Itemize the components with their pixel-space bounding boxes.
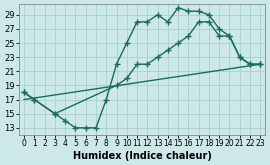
X-axis label: Humidex (Indice chaleur): Humidex (Indice chaleur) bbox=[73, 151, 212, 161]
